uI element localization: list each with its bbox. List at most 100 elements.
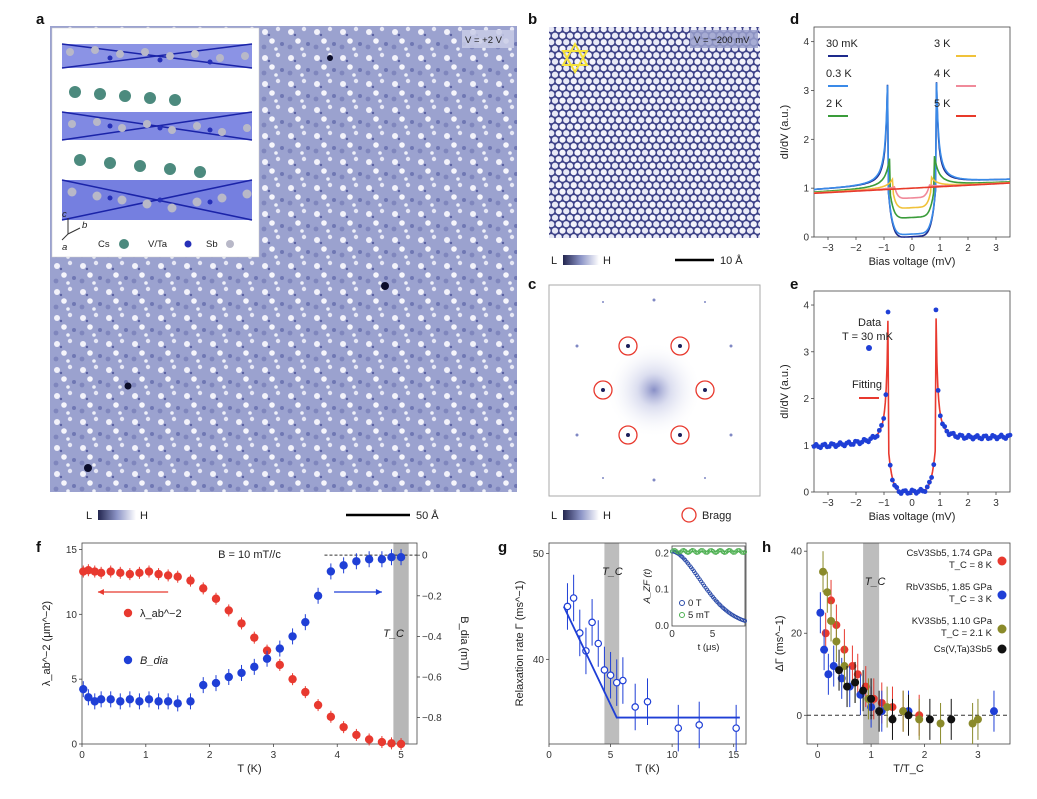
delta-gamma-point bbox=[904, 711, 913, 720]
legend-label: 30 mK bbox=[826, 38, 858, 50]
cs-atoms-row-2 bbox=[74, 154, 206, 178]
legend-cs: Cs bbox=[98, 239, 110, 250]
inset-frame bbox=[671, 545, 746, 627]
lambda-point bbox=[237, 619, 246, 628]
inset-legend-marker-0T bbox=[679, 600, 685, 606]
x-tick-label: −1 bbox=[878, 243, 890, 254]
blue-arrow-head bbox=[375, 589, 382, 595]
bragg-legend-label: Bragg bbox=[702, 510, 731, 522]
lambda-point bbox=[339, 722, 348, 732]
y-right-tick-label: −0.4 bbox=[422, 632, 442, 643]
delta-gamma-point bbox=[853, 670, 862, 679]
data-point bbox=[944, 428, 950, 434]
bdia-point bbox=[313, 591, 323, 600]
panel-label-h: h bbox=[762, 539, 771, 556]
x-tick-label: 0 bbox=[815, 750, 821, 761]
delta-gamma-point bbox=[973, 715, 982, 724]
lambda-point bbox=[352, 730, 361, 740]
panel-label-a: a bbox=[36, 11, 45, 28]
y-tick-label: 5 bbox=[71, 675, 77, 686]
delta-gamma-point bbox=[915, 715, 924, 724]
data-point bbox=[937, 413, 943, 419]
y-tick-label: 0 bbox=[796, 711, 802, 722]
data-point bbox=[881, 416, 887, 421]
x-tick-label: 4 bbox=[334, 750, 340, 761]
relaxation-point bbox=[588, 618, 596, 627]
legend-label: 0.3 K bbox=[826, 68, 852, 80]
data-point bbox=[890, 477, 895, 483]
x-axis-label: T (K) bbox=[635, 763, 659, 775]
tc-label: T_C bbox=[383, 628, 404, 640]
x-tick-label: −1 bbox=[878, 498, 890, 509]
sb-marker bbox=[226, 240, 234, 248]
panel-label-e: e bbox=[790, 276, 798, 293]
x-tick-label: 0 bbox=[909, 498, 915, 509]
cs-marker bbox=[119, 239, 129, 249]
lambda-point bbox=[387, 739, 396, 748]
lambda-point bbox=[135, 568, 144, 578]
bdia-point bbox=[262, 654, 272, 663]
legend-name: RbV3Sb5, 1.85 GPa bbox=[906, 582, 993, 593]
y-tick-label: 0 bbox=[803, 488, 809, 499]
bdia-point bbox=[288, 632, 297, 641]
delta-gamma-point bbox=[816, 608, 825, 617]
cs-atoms-row-1 bbox=[69, 86, 181, 106]
x-tick-label: 5 bbox=[608, 750, 614, 761]
bias-label-b: V = −200 mV bbox=[694, 35, 750, 46]
y-tick-label: 40 bbox=[533, 655, 545, 666]
delta-gamma-point bbox=[820, 645, 829, 654]
y-right-tick-label: 0 bbox=[422, 551, 428, 562]
delta-gamma-point bbox=[888, 715, 897, 724]
data-point bbox=[894, 485, 900, 490]
relaxation-point bbox=[569, 594, 578, 602]
y-axis-label: λ_ab^−2 (μm^−2) bbox=[41, 601, 53, 686]
x-tick-label: −3 bbox=[822, 498, 834, 509]
delta-gamma-point bbox=[883, 703, 892, 712]
bdia-point bbox=[96, 695, 106, 704]
panel-label-d: d bbox=[790, 11, 799, 28]
y-tick-label: 3 bbox=[803, 86, 809, 97]
chart-f: T_C 0 1 2 3 4 5 0 5 10 15 T (K) λ_ab^−2 (μm^−2) 0 −0.2… bbox=[41, 542, 470, 775]
bdia-point bbox=[224, 672, 233, 682]
bdia-point bbox=[173, 699, 182, 708]
chart-h: T_C 0 1 2 3 0 20 40 T/T_C ΔΓ (ms^−1) CsV3Sb5, 1.74… bbox=[774, 542, 1011, 775]
red-arrow-head bbox=[97, 589, 104, 595]
x-tick-label: 3 bbox=[975, 750, 981, 761]
inset-x-tick-label: 0 bbox=[669, 629, 675, 640]
bdia-point bbox=[211, 678, 221, 688]
legend-marker bbox=[997, 624, 1007, 634]
bdia-point bbox=[377, 555, 387, 564]
colorbar-b bbox=[563, 255, 599, 265]
bdia-point bbox=[352, 557, 361, 566]
data-point bbox=[935, 388, 941, 393]
x-tick-label: 0 bbox=[79, 750, 85, 761]
delta-gamma-point bbox=[843, 682, 852, 691]
legend-data-marker bbox=[866, 345, 872, 351]
delta-gamma-point bbox=[851, 678, 860, 687]
y-tick-label: 2 bbox=[803, 135, 809, 146]
tc-label: T_C bbox=[865, 576, 886, 588]
legend-name: KV3Sb5, 1.10 GPa bbox=[912, 616, 993, 627]
bdia-point bbox=[90, 697, 99, 706]
inset-legend: Cs V/Ta Sb bbox=[98, 239, 234, 250]
plot-frame bbox=[81, 542, 418, 745]
x-axis-label: Bias voltage (mV) bbox=[869, 256, 956, 268]
legend-fitting: Fitting bbox=[852, 379, 882, 391]
bdia-point bbox=[250, 662, 259, 672]
lambda-point bbox=[84, 566, 93, 575]
delta-gamma-point bbox=[835, 666, 844, 675]
x-tick-label: 15 bbox=[728, 750, 740, 761]
bdia-point bbox=[301, 617, 310, 627]
bias-label-a: V = +2 V bbox=[465, 35, 503, 46]
inset-y-tick-label: 0.1 bbox=[655, 585, 669, 596]
bragg-peaks bbox=[601, 344, 707, 437]
delta-gamma-point bbox=[837, 674, 846, 683]
lambda-point bbox=[144, 567, 154, 576]
x-tick-label: −3 bbox=[822, 243, 834, 254]
y-tick-label: 10 bbox=[66, 610, 78, 621]
lambda-point bbox=[224, 606, 233, 615]
scalebar-a-label: 50 Å bbox=[416, 509, 439, 522]
x-tick-label: 5 bbox=[398, 750, 404, 761]
fit-line bbox=[562, 606, 740, 719]
x-axis-label: T/T_C bbox=[893, 763, 924, 775]
